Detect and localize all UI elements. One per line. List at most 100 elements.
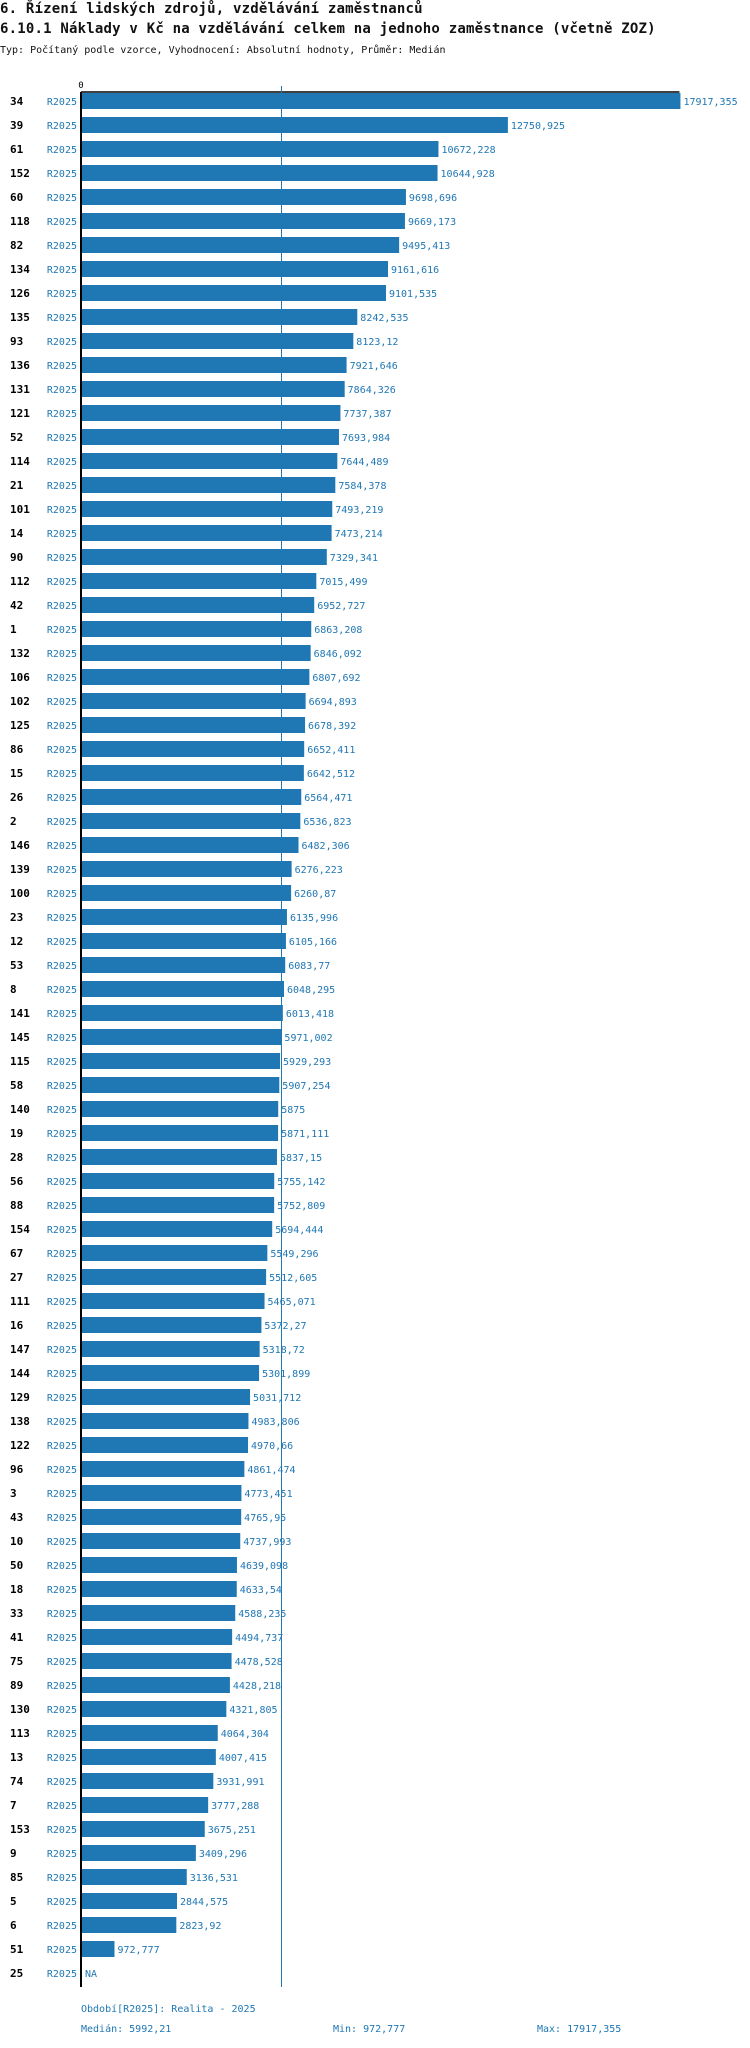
row-id-label: 19 <box>10 1127 23 1140</box>
row-id-label: 42 <box>10 599 23 612</box>
bar-value-label: 5929,293 <box>283 1057 331 1068</box>
row-id-label: 88 <box>10 1199 23 1212</box>
bar <box>82 1053 281 1069</box>
bar <box>82 1581 237 1597</box>
bar-value-label: 2823,92 <box>179 1921 221 1932</box>
row-period-label: R2025 <box>47 265 77 276</box>
bar-value-label: 4861,474 <box>247 1465 295 1476</box>
bar <box>82 1389 251 1405</box>
row-id-label: 115 <box>10 1055 30 1068</box>
max-summary: Max: 17917,355 <box>537 2024 622 2035</box>
row-id-label: 9 <box>10 1847 17 1860</box>
row-period-label: R2025 <box>47 913 77 924</box>
bar <box>82 1125 279 1141</box>
bar <box>82 405 341 421</box>
bar-value-label: 7693,984 <box>342 433 390 444</box>
row-period-label: R2025 <box>47 169 77 180</box>
bar <box>82 549 327 565</box>
row-period-label: R2025 <box>47 1441 77 1452</box>
row-id-label: 23 <box>10 911 23 924</box>
bar-value-label: 6807,692 <box>312 673 360 684</box>
row-period-label: R2025 <box>47 1969 77 1980</box>
bar <box>82 189 406 205</box>
row-id-label: 8 <box>10 983 17 996</box>
row-period-label: R2025 <box>47 1777 77 1788</box>
row-period-label: R2025 <box>47 889 77 900</box>
bar <box>82 1413 249 1429</box>
row-period-label: R2025 <box>47 1945 77 1956</box>
row-period-label: R2025 <box>47 1201 77 1212</box>
bar-value-label: 6135,996 <box>290 913 338 924</box>
row-period-label: R2025 <box>47 1081 77 1092</box>
row-id-label: 102 <box>10 695 30 708</box>
row-id-label: 132 <box>10 647 30 660</box>
row-id-label: 153 <box>10 1823 30 1836</box>
bar <box>82 789 302 805</box>
bar <box>82 1437 249 1453</box>
bar-value-label: 5031,712 <box>253 1393 301 1404</box>
bar <box>82 1917 177 1933</box>
row-period-label: R2025 <box>47 673 77 684</box>
row-period-label: R2025 <box>47 985 77 996</box>
row-period-label: R2025 <box>47 1345 77 1356</box>
row-id-label: 3 <box>10 1487 17 1500</box>
bar-value-label: 5512,605 <box>269 1273 317 1284</box>
row-id-label: 134 <box>10 263 30 276</box>
bar <box>82 141 439 157</box>
bar-value-label: 5755,142 <box>277 1177 325 1188</box>
bar <box>82 1845 196 1861</box>
bar-value-label: 6276,223 <box>295 865 343 876</box>
bar-value-label: 6694,893 <box>309 697 357 708</box>
bar-value-label: 5875 <box>281 1105 305 1116</box>
bar <box>82 1749 216 1765</box>
bar-value-label: 4321,805 <box>229 1705 277 1716</box>
bar-value-label: 5372,27 <box>264 1321 306 1332</box>
bar <box>82 429 339 445</box>
row-period-label: R2025 <box>47 1609 77 1620</box>
bar <box>82 645 311 661</box>
bar-value-label: 6564,471 <box>304 793 352 804</box>
bar-value-label: 5549,296 <box>270 1249 318 1260</box>
row-period-label: R2025 <box>47 841 77 852</box>
bar <box>82 1485 242 1501</box>
row-period-label: R2025 <box>47 1489 77 1500</box>
bar <box>82 621 312 637</box>
row-period-label: R2025 <box>47 721 77 732</box>
row-period-label: R2025 <box>47 1273 77 1284</box>
row-period-label: R2025 <box>47 961 77 972</box>
row-id-label: 41 <box>10 1631 24 1644</box>
row-period-label: R2025 <box>47 529 77 540</box>
bar <box>82 525 332 541</box>
bar-value-label: 6863,208 <box>314 625 362 636</box>
row-id-label: 33 <box>10 1607 23 1620</box>
bar <box>82 453 338 469</box>
bar-value-label: 3409,296 <box>199 1849 247 1860</box>
row-period-label: R2025 <box>47 313 77 324</box>
row-id-label: 112 <box>10 575 30 588</box>
bar <box>82 1557 237 1573</box>
bar-value-label: 10644,928 <box>441 169 495 180</box>
row-period-label: R2025 <box>47 97 77 108</box>
bar <box>82 1173 275 1189</box>
bar-value-label: 5837,15 <box>280 1153 322 1164</box>
row-id-label: 5 <box>10 1895 17 1908</box>
row-period-label: R2025 <box>47 769 77 780</box>
row-id-label: 130 <box>10 1703 30 1716</box>
row-period-label: R2025 <box>47 649 77 660</box>
bar <box>82 1101 279 1117</box>
bar <box>82 1941 115 1957</box>
row-id-label: 141 <box>10 1007 30 1020</box>
bar <box>82 1245 268 1261</box>
row-id-label: 60 <box>10 191 23 204</box>
bar-value-label: 3931,991 <box>216 1777 264 1788</box>
row-id-label: 14 <box>10 527 24 540</box>
bar <box>82 765 304 781</box>
row-period-label: R2025 <box>47 433 77 444</box>
row-id-label: 10 <box>10 1535 23 1548</box>
bar-value-label: 5871,111 <box>281 1129 329 1140</box>
row-period-label: R2025 <box>47 1225 77 1236</box>
bar <box>82 597 315 613</box>
bar-value-label: 5907,254 <box>282 1081 330 1092</box>
row-id-label: 140 <box>10 1103 30 1116</box>
